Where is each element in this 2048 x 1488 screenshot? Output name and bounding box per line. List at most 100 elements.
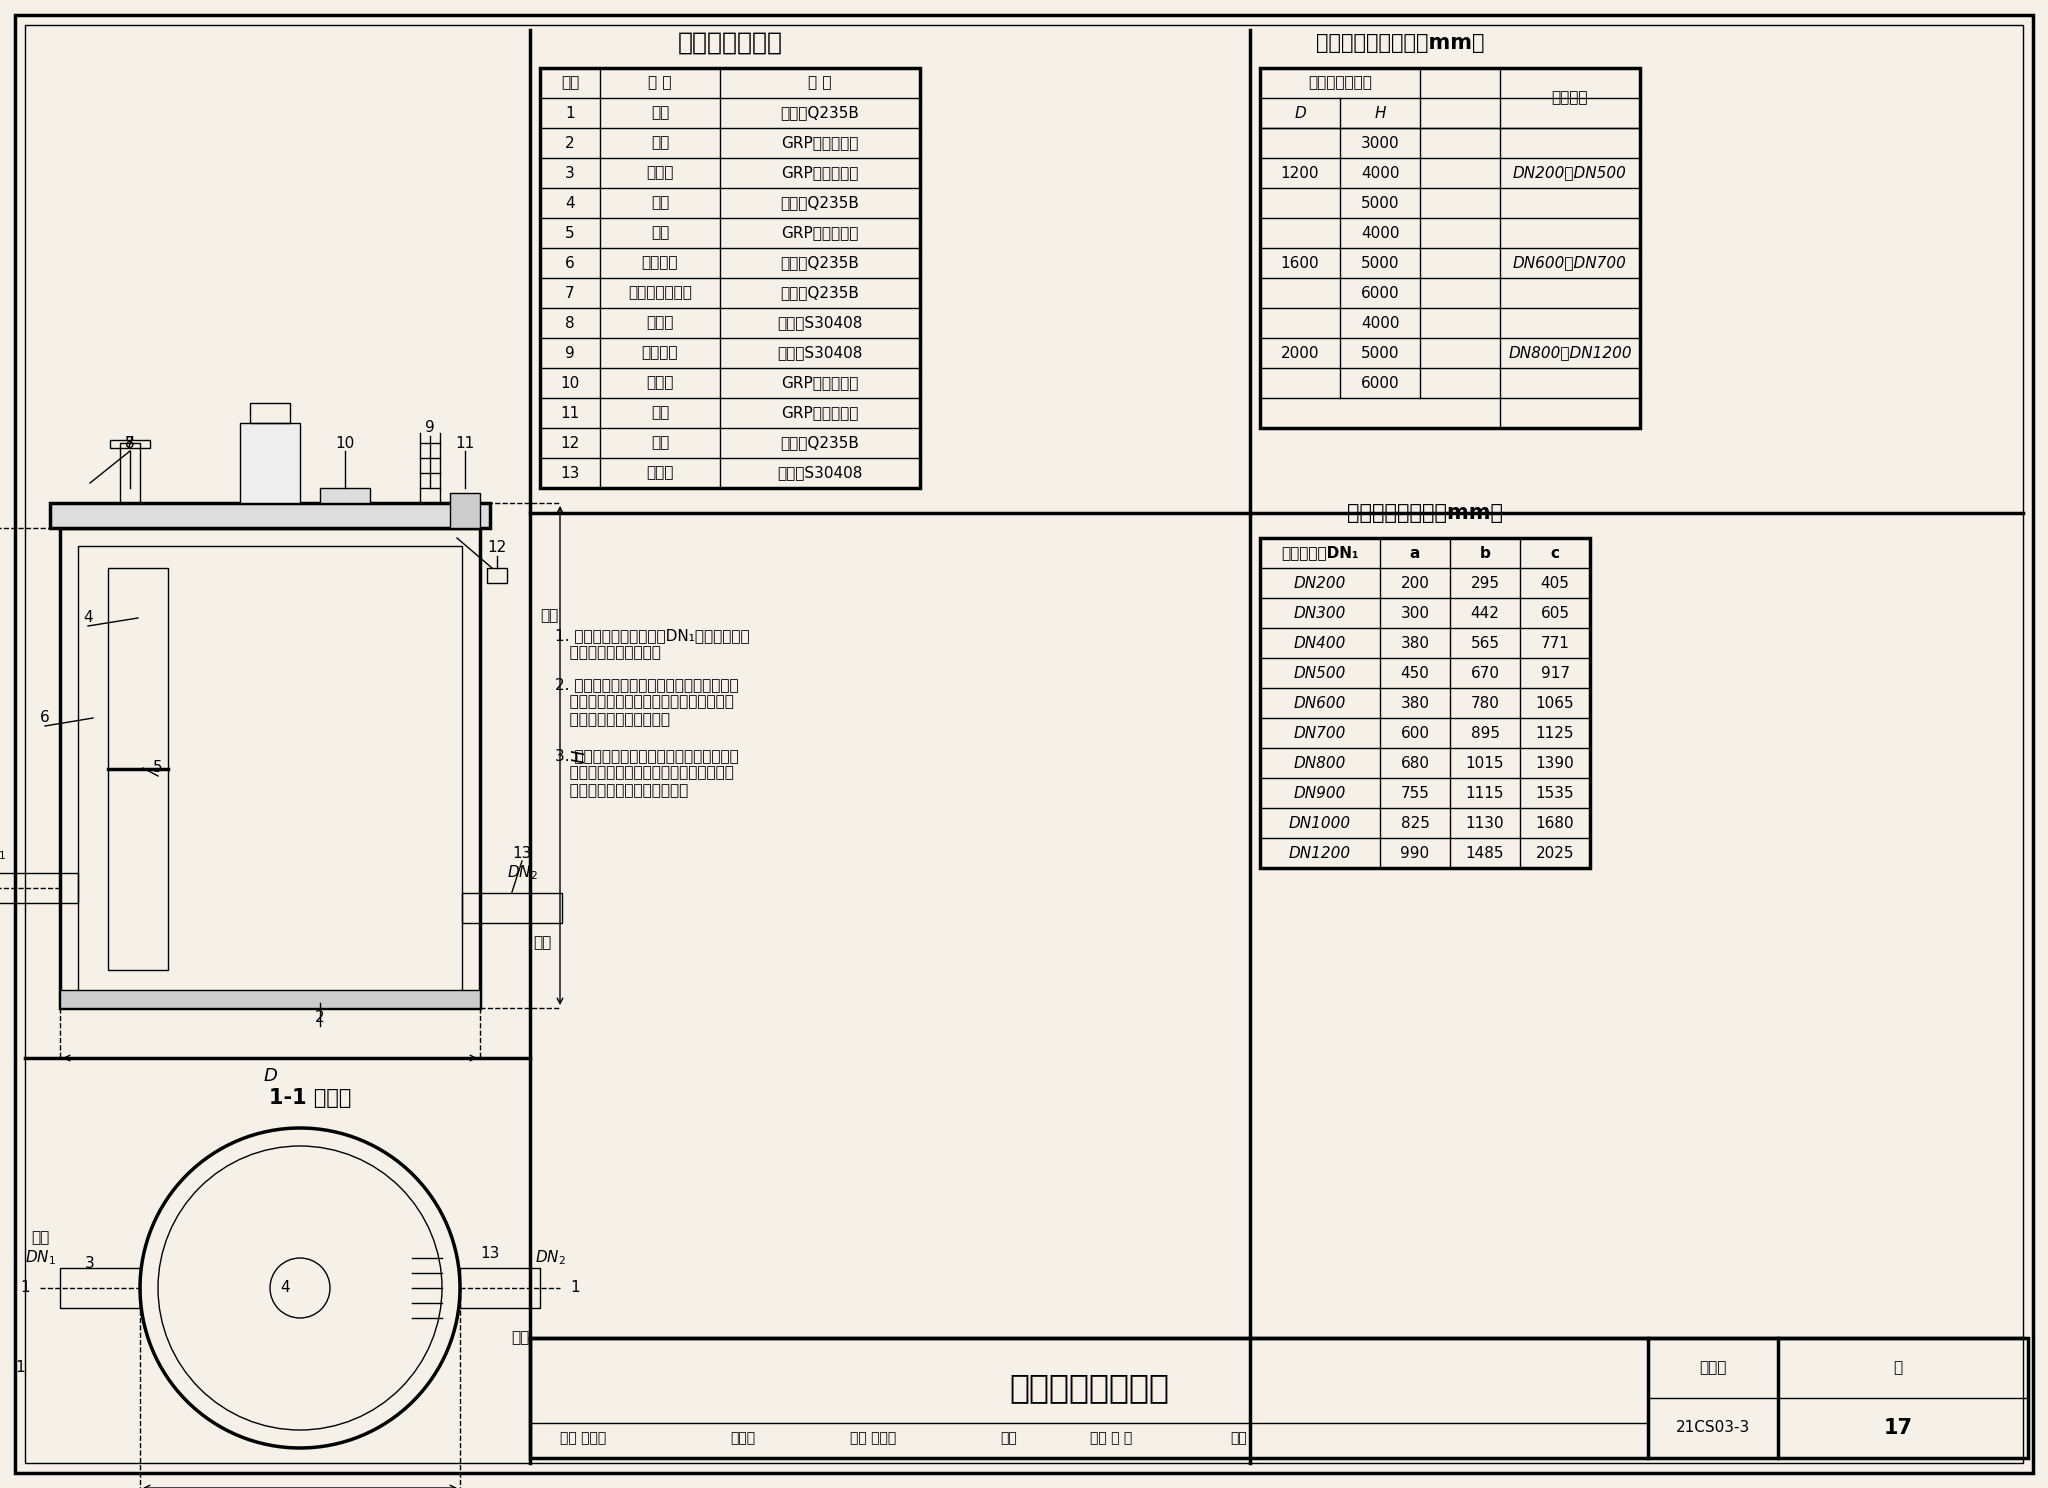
Text: 6: 6: [41, 710, 49, 726]
Text: 7: 7: [565, 286, 575, 301]
Text: 10: 10: [336, 436, 354, 451]
Text: 检修孔: 检修孔: [647, 375, 674, 390]
Bar: [541, 68, 920, 488]
Text: 4000: 4000: [1360, 315, 1399, 330]
Text: 阔门: 阔门: [651, 195, 670, 210]
Text: 17: 17: [1884, 1418, 1913, 1437]
Text: DN200～DN500: DN200～DN500: [1513, 165, 1626, 180]
Text: 出水管: 出水管: [647, 466, 674, 481]
Text: 605: 605: [1540, 606, 1569, 620]
Text: DN200: DN200: [1294, 576, 1346, 591]
Text: 碳素钓Q235B: 碳素钓Q235B: [780, 286, 860, 301]
Text: H: H: [571, 750, 590, 763]
Text: 11: 11: [455, 436, 475, 451]
Text: 565: 565: [1470, 635, 1499, 650]
Text: 1130: 1130: [1466, 815, 1505, 830]
Text: 不锈钓S30408: 不锈钓S30408: [778, 315, 862, 330]
Text: 9: 9: [565, 345, 575, 360]
Text: GRP（玻璃钓）: GRP（玻璃钓）: [782, 406, 858, 421]
Text: 1200: 1200: [1280, 165, 1319, 180]
Text: 380: 380: [1401, 635, 1430, 650]
Text: 1065: 1065: [1536, 695, 1575, 710]
Text: DN800～DN1200: DN800～DN1200: [1507, 345, 1632, 360]
Text: 771: 771: [1540, 635, 1569, 650]
Text: 295: 295: [1470, 576, 1499, 591]
Text: 阔门规格: 阔门规格: [1552, 91, 1589, 106]
Text: 13: 13: [512, 845, 532, 860]
Text: 5000: 5000: [1360, 345, 1399, 360]
Text: 2025: 2025: [1536, 845, 1575, 860]
Text: $DN_2$: $DN_2$: [506, 863, 537, 882]
Text: 碳素钓Q235B: 碳素钓Q235B: [780, 195, 860, 210]
Text: 3: 3: [565, 165, 575, 180]
Text: DN600～DN700: DN600～DN700: [1513, 256, 1626, 271]
Text: 1. 应根据泵站进水管直径DN₁和进水管的标
   高选择闸门井的规格。: 1. 应根据泵站进水管直径DN₁和进水管的标 高选择闸门井的规格。: [555, 628, 750, 661]
Text: 21CS03-3: 21CS03-3: [1675, 1421, 1751, 1436]
Text: DN900: DN900: [1294, 786, 1346, 801]
Text: 780: 780: [1470, 695, 1499, 710]
Text: GRP（玻璃钓）: GRP（玻璃钓）: [782, 226, 858, 241]
Text: DN800: DN800: [1294, 756, 1346, 771]
Text: a: a: [1409, 546, 1419, 561]
Text: 名 称: 名 称: [649, 76, 672, 91]
Text: 8: 8: [565, 315, 575, 330]
Text: 审核 王岩柏: 审核 王岩柏: [559, 1431, 606, 1445]
Text: DN500: DN500: [1294, 665, 1346, 680]
Text: 5000: 5000: [1360, 195, 1399, 210]
Bar: [49, 503, 489, 528]
Text: DN1000: DN1000: [1288, 815, 1352, 830]
Bar: [250, 403, 291, 423]
Text: 4000: 4000: [1360, 226, 1399, 241]
Text: 2. 闸门井进水管的标高应与所连接的污水或
   雨水管网的标高一致，出水管的标高应与
   泵站进水管的标高一致。: 2. 闸门井进水管的标高应与所连接的污水或 雨水管网的标高一致，出水管的标高应与…: [555, 677, 739, 726]
Text: $DN_1$: $DN_1$: [0, 844, 6, 863]
Text: 出水: 出水: [532, 936, 551, 951]
Text: 碳素钓Q235B: 碳素钓Q235B: [780, 106, 860, 121]
Text: b: b: [1479, 546, 1491, 561]
Text: 筒体: 筒体: [651, 226, 670, 241]
Text: 注：: 注：: [541, 609, 559, 623]
Text: GRP（玻璃钓）: GRP（玻璃钓）: [782, 165, 858, 180]
Bar: [109, 568, 168, 970]
Text: 12: 12: [487, 540, 506, 555]
Bar: [1260, 68, 1640, 429]
Text: 442: 442: [1470, 606, 1499, 620]
Bar: [121, 443, 139, 503]
Text: 校对 李安达: 校对 李安达: [850, 1431, 897, 1445]
Text: 压板: 压板: [651, 106, 670, 121]
Bar: [78, 546, 463, 1007]
Text: 5: 5: [154, 760, 162, 775]
Text: 主要设备材料表: 主要设备材料表: [678, 31, 782, 55]
Text: 1390: 1390: [1536, 756, 1575, 771]
Text: 1485: 1485: [1466, 845, 1503, 860]
Text: 4: 4: [281, 1281, 291, 1296]
Text: 碳素钓Q235B: 碳素钓Q235B: [780, 436, 860, 451]
Text: 进水阔门井构造图: 进水阔门井构造图: [1010, 1372, 1169, 1405]
Text: 不锈钓S30408: 不锈钓S30408: [778, 466, 862, 481]
Text: 顶盖: 顶盖: [651, 406, 670, 421]
Text: 405: 405: [1540, 576, 1569, 591]
Text: 3000: 3000: [1360, 135, 1399, 150]
Text: 200: 200: [1401, 576, 1430, 591]
Text: 917: 917: [1540, 665, 1569, 680]
Text: D: D: [1294, 106, 1307, 121]
Bar: [59, 1268, 139, 1308]
Text: 1: 1: [569, 1281, 580, 1296]
Text: 阔门外形尺寸表（mm）: 阔门外形尺寸表（mm）: [1348, 503, 1503, 522]
Bar: [530, 1338, 2028, 1458]
Text: 4000: 4000: [1360, 165, 1399, 180]
Text: $DN_2$: $DN_2$: [535, 1248, 565, 1268]
Text: 6000: 6000: [1360, 286, 1399, 301]
Text: 13: 13: [561, 466, 580, 481]
Bar: [240, 423, 299, 503]
Text: 12: 12: [561, 436, 580, 451]
Text: 电动阔门启闭机: 电动阔门启闭机: [629, 286, 692, 301]
Text: 2: 2: [565, 135, 575, 150]
Bar: [487, 568, 508, 583]
Text: 1: 1: [565, 106, 575, 121]
Text: 进水: 进水: [31, 1231, 49, 1245]
Text: 王琮弋: 王琮弋: [729, 1431, 756, 1445]
Text: H: H: [1374, 106, 1386, 121]
Text: GRP（玻璃钓）: GRP（玻璃钓）: [782, 375, 858, 390]
Text: 图集号: 图集号: [1700, 1360, 1726, 1375]
Text: 380: 380: [1401, 695, 1430, 710]
